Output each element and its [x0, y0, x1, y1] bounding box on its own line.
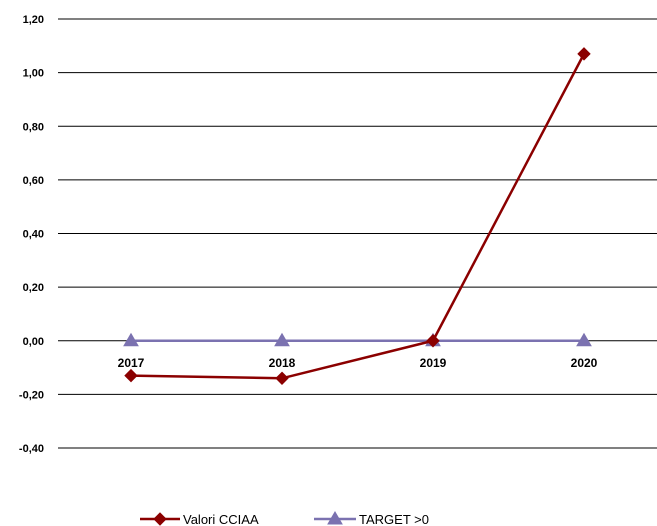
- x-tick-label: 2020: [571, 356, 598, 370]
- y-tick-label: 0,80: [23, 121, 44, 133]
- data-point: [274, 332, 290, 347]
- legend-label: Valori CCIAA: [183, 512, 259, 526]
- x-tick-label: 2018: [269, 356, 296, 370]
- y-tick-label: 0,60: [23, 175, 44, 187]
- y-axis-tick-labels: 1,20 1,00 0,80 0,60 0,40 0,20 0,00 -0,20 -0,40: [19, 14, 44, 455]
- legend-item: TARGET >0: [314, 511, 429, 526]
- y-tick-label: 0,00: [23, 336, 44, 348]
- data-point: [275, 371, 289, 385]
- x-tick-label: 2017: [118, 356, 145, 370]
- series-group: [123, 47, 592, 385]
- series-line: [130, 53, 586, 380]
- data-point: [576, 332, 592, 347]
- y-tick-label: 1,00: [23, 68, 44, 80]
- y-tick-label: 0,40: [23, 229, 44, 241]
- y-tick-label: 1,20: [23, 14, 44, 26]
- legend-marker: [327, 511, 343, 525]
- data-point: [577, 47, 591, 61]
- data-point: [426, 334, 440, 348]
- x-axis-tick-labels: 2017 2018 2019 2020: [118, 356, 598, 370]
- x-tick-label: 2019: [420, 356, 447, 370]
- y-tick-label: -0,40: [19, 443, 44, 455]
- y-tick-label: 0,20: [23, 282, 44, 294]
- data-point: [124, 368, 138, 383]
- series-valori-cciaa: [124, 47, 591, 385]
- legend-item: Valori CCIAA: [140, 512, 259, 526]
- legend: Valori CCIAA TARGET >0: [140, 511, 429, 526]
- data-point: [123, 332, 139, 347]
- y-tick-label: -0,20: [19, 389, 44, 401]
- legend-marker: [153, 512, 167, 526]
- series-target: [123, 332, 592, 347]
- legend-label: TARGET >0: [359, 512, 429, 526]
